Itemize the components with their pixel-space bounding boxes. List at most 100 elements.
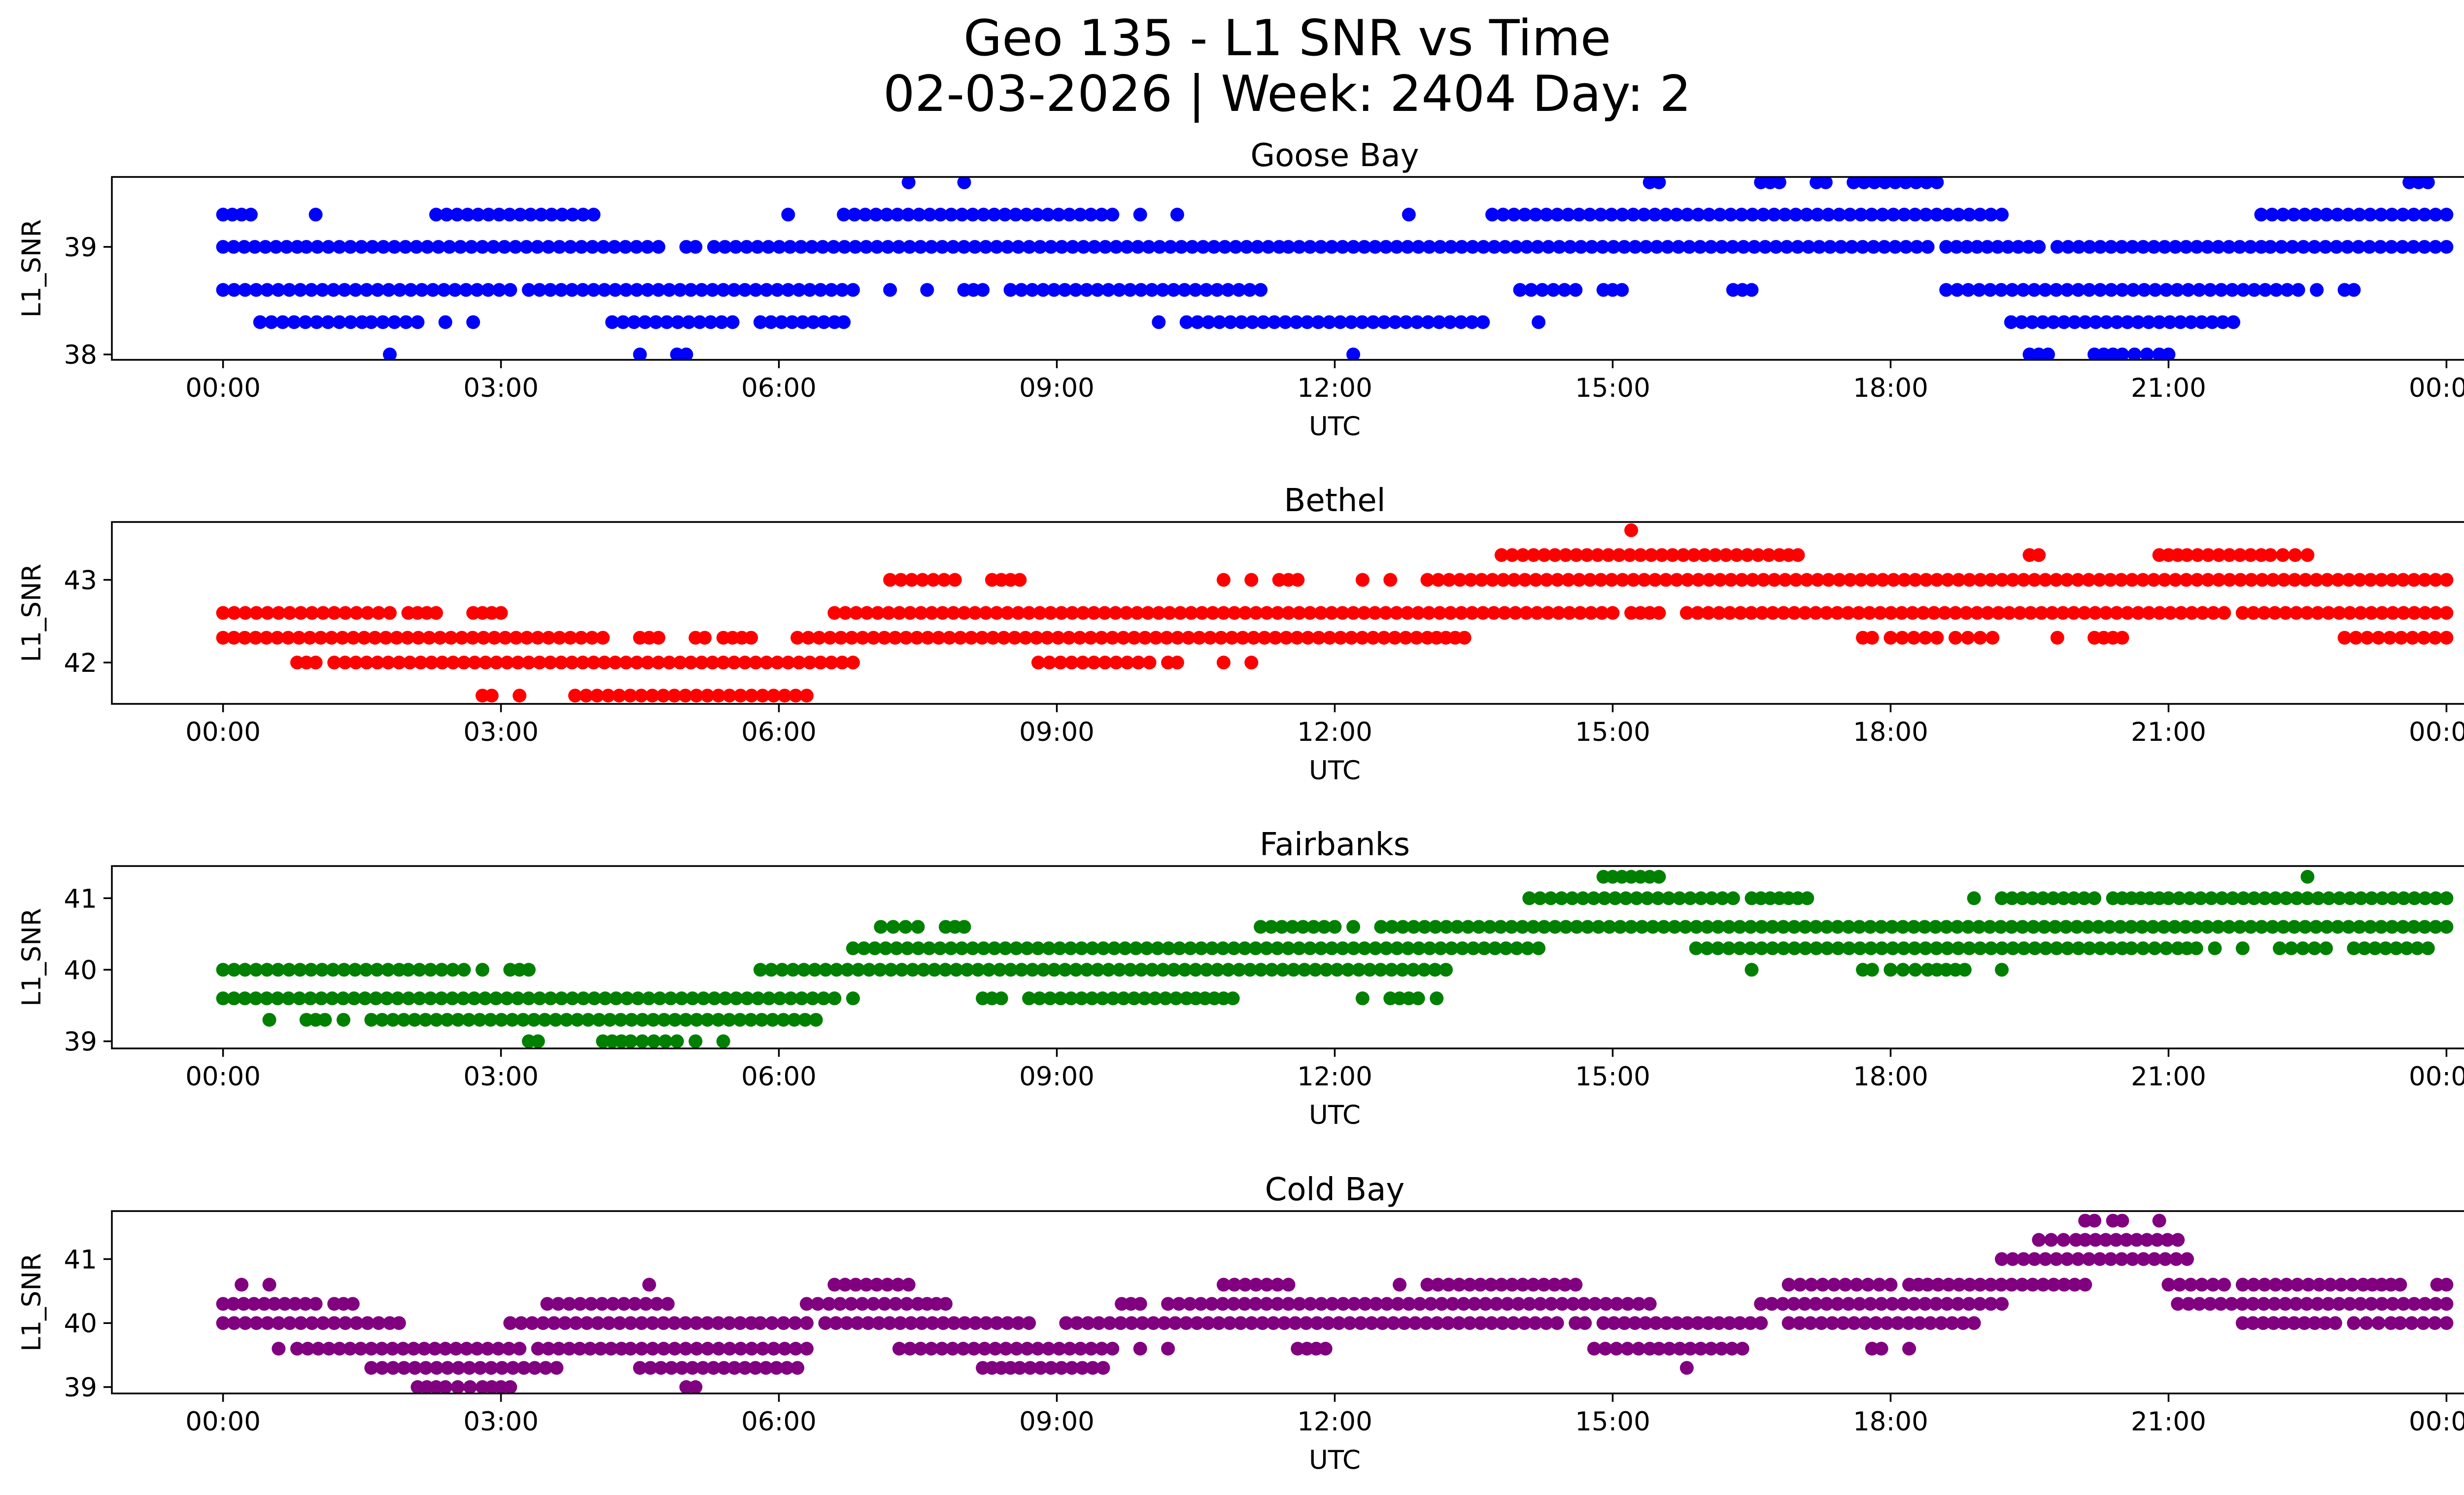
data-point <box>1705 891 1719 905</box>
data-point <box>1375 1316 1390 1330</box>
data-point <box>2322 891 2336 905</box>
data-point <box>238 991 252 1006</box>
data-point <box>595 1297 609 1311</box>
data-point <box>1910 240 1924 254</box>
data-point <box>1192 630 1206 645</box>
data-point <box>1832 208 1847 222</box>
data-point <box>471 208 485 222</box>
data-point <box>1156 283 1170 297</box>
data-point <box>866 630 881 645</box>
data-point <box>1047 283 1061 297</box>
data-point <box>1598 1342 1612 1356</box>
data-point <box>2025 315 2039 329</box>
data-point <box>835 656 850 670</box>
data-point <box>1984 1297 1998 1311</box>
data-point <box>2013 606 2027 620</box>
data-point <box>1188 283 1202 297</box>
data-point <box>2109 1233 2123 1247</box>
data-point <box>1831 920 1845 934</box>
data-point <box>1441 1278 1456 1292</box>
data-point <box>1000 606 1015 620</box>
data-point <box>605 315 619 329</box>
data-point <box>2274 240 2289 254</box>
data-point <box>1907 920 1921 934</box>
data-point <box>1434 941 1448 955</box>
data-point <box>642 1278 656 1292</box>
data-point <box>890 208 905 222</box>
data-point <box>2279 891 2293 905</box>
data-point <box>1091 283 1105 297</box>
data-point <box>2034 606 2049 620</box>
data-point <box>1125 1316 1139 1330</box>
data-point <box>803 283 817 297</box>
data-point <box>509 630 523 645</box>
data-point <box>1344 630 1359 645</box>
data-point <box>675 1361 689 1375</box>
data-point <box>1476 315 1490 329</box>
data-point <box>2269 283 2283 297</box>
scatter-points <box>216 523 2454 703</box>
data-point <box>938 1297 953 1311</box>
data-point <box>1314 240 1328 254</box>
data-point <box>2045 606 2059 620</box>
data-point <box>2247 1278 2261 1292</box>
data-point <box>976 941 991 955</box>
data-point <box>946 1342 960 1356</box>
data-point <box>1369 1297 1383 1311</box>
data-point <box>396 1342 410 1356</box>
data-point <box>327 606 342 620</box>
x-tick-label: 18:00 <box>1853 717 1928 747</box>
data-point <box>238 963 252 977</box>
data-point <box>1505 1278 1519 1292</box>
data-point <box>2173 315 2188 329</box>
data-point <box>1183 1297 1197 1311</box>
data-point <box>548 1012 563 1027</box>
data-point <box>1962 573 1977 587</box>
data-point <box>2278 606 2293 620</box>
x-tick-label: 06:00 <box>741 1407 817 1437</box>
data-point <box>2104 283 2119 297</box>
data-point <box>2309 920 2323 934</box>
data-point <box>1702 573 1716 587</box>
data-point <box>2004 920 2019 934</box>
data-point <box>1399 315 1413 329</box>
data-point <box>2081 920 2095 934</box>
data-point <box>1897 208 1912 222</box>
data-point <box>1003 283 1018 297</box>
data-point <box>718 991 732 1006</box>
data-point <box>1934 1316 1949 1330</box>
data-point <box>2190 920 2204 934</box>
data-point <box>1702 208 1716 222</box>
data-point <box>1347 1297 1361 1311</box>
x-tick-label: 03:00 <box>463 1062 539 1092</box>
data-point <box>2299 1297 2314 1311</box>
data-point <box>1923 1316 1938 1330</box>
data-point <box>809 1012 823 1027</box>
data-point <box>257 1297 272 1311</box>
data-point <box>740 991 754 1006</box>
data-point <box>227 963 241 977</box>
data-point <box>1659 573 1673 587</box>
data-point <box>1907 630 1921 645</box>
x-tick-label: 09:00 <box>1019 1062 1095 1092</box>
data-point <box>444 630 458 645</box>
data-point <box>1023 1361 1037 1375</box>
data-point <box>2363 920 2377 934</box>
data-point <box>761 240 776 254</box>
data-point <box>2418 920 2432 934</box>
data-point <box>1134 283 1148 297</box>
data-point <box>700 1012 715 1027</box>
data-point <box>338 1316 352 1330</box>
x-tick-label: 00:00 <box>2409 1062 2464 1092</box>
data-point <box>2110 315 2124 329</box>
data-point <box>722 1316 736 1330</box>
data-point <box>1652 1342 1666 1356</box>
data-point <box>2375 606 2389 620</box>
data-point <box>799 1297 814 1311</box>
data-point <box>2021 240 2036 254</box>
data-point <box>1086 1361 1100 1375</box>
data-point <box>801 630 816 645</box>
data-point <box>247 1297 261 1311</box>
data-point <box>2347 941 2361 955</box>
data-point <box>2268 1278 2283 1292</box>
